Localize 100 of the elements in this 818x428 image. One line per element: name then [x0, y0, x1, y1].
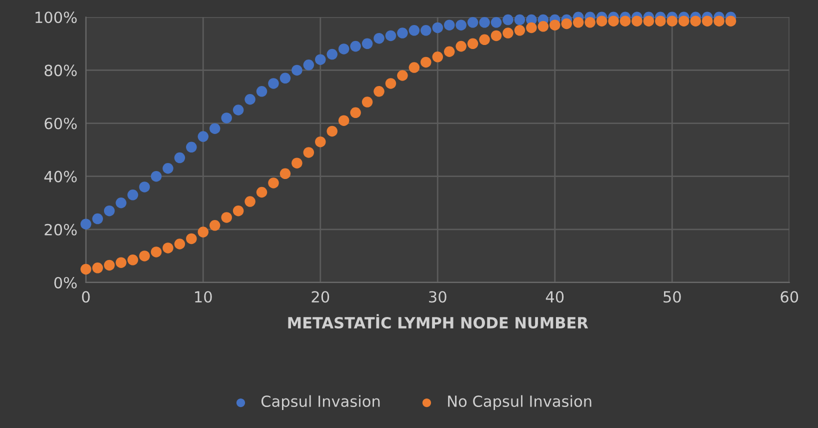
x-tick-label: 50 [664, 291, 681, 303]
point [244, 94, 256, 105]
point [467, 17, 478, 28]
point [666, 16, 678, 26]
point [632, 16, 642, 26]
point [92, 262, 103, 274]
point [116, 197, 126, 208]
point [374, 32, 384, 44]
legend-label: Capsul Invasion [261, 395, 380, 410]
point [467, 38, 478, 50]
point [338, 44, 350, 54]
point [198, 131, 209, 142]
point [116, 257, 126, 268]
point [256, 186, 268, 198]
point [150, 246, 162, 258]
point [186, 233, 197, 244]
x-tick-label: 40 [546, 291, 564, 303]
point [444, 46, 455, 57]
point [315, 54, 326, 65]
point [232, 205, 244, 216]
y-tick-label: 0% [54, 276, 77, 288]
point [326, 48, 338, 60]
point [232, 104, 244, 116]
point [725, 16, 736, 26]
x-tick-label: 60 [780, 291, 798, 303]
point [209, 123, 220, 134]
point [221, 112, 232, 124]
point [526, 22, 537, 34]
point [104, 260, 115, 271]
point [690, 16, 701, 26]
point [714, 16, 724, 26]
point [127, 254, 138, 266]
x-tick-label: 20 [312, 291, 330, 303]
point [549, 20, 560, 30]
legend-label: No Capsul Invasion [448, 395, 592, 410]
point [80, 218, 92, 230]
point [702, 16, 713, 26]
point [432, 22, 444, 34]
point [104, 205, 115, 216]
point [502, 14, 514, 26]
point [326, 126, 338, 137]
point [444, 20, 455, 30]
point [490, 30, 502, 42]
point [186, 142, 197, 153]
point [268, 178, 279, 188]
point [456, 40, 466, 52]
point [561, 18, 572, 30]
point [643, 16, 654, 26]
point [198, 226, 209, 238]
point [538, 21, 549, 32]
point [397, 70, 408, 81]
x-axis-title: METASTATİC LYMPH NODE NUMBER [288, 314, 588, 329]
y-tick-label: 80% [44, 64, 77, 76]
point [397, 28, 408, 38]
point [456, 20, 466, 30]
point [139, 182, 150, 192]
point [678, 16, 690, 26]
point [350, 107, 361, 118]
point [420, 25, 432, 36]
point [620, 16, 631, 26]
point [420, 56, 432, 68]
point [174, 238, 186, 250]
point [150, 170, 162, 182]
point [244, 196, 256, 207]
point [479, 34, 490, 46]
point [127, 190, 138, 200]
point [584, 17, 596, 28]
point [303, 147, 314, 158]
point [315, 136, 326, 148]
point [362, 96, 373, 108]
point [338, 115, 350, 126]
point [479, 17, 490, 28]
point [608, 16, 619, 26]
point [139, 250, 150, 262]
point [268, 78, 279, 89]
point [256, 86, 268, 97]
point [162, 162, 174, 174]
point [292, 64, 302, 76]
point [385, 30, 396, 42]
y-tick-label: 100% [36, 12, 77, 24]
point [596, 16, 608, 26]
point [432, 52, 444, 62]
x-tick-label: 30 [429, 291, 446, 303]
point [80, 264, 92, 275]
x-tick-label: 10 [195, 291, 212, 303]
point [350, 40, 361, 52]
point [162, 242, 174, 254]
point [490, 17, 502, 28]
point [502, 28, 514, 38]
point [374, 86, 384, 97]
point [655, 16, 666, 26]
y-tick-label: 40% [44, 170, 77, 182]
point [280, 168, 291, 180]
point [292, 158, 302, 168]
point [362, 38, 373, 50]
point [280, 72, 291, 84]
point [303, 60, 314, 70]
point [408, 62, 420, 73]
point [174, 152, 186, 164]
point [221, 212, 232, 223]
